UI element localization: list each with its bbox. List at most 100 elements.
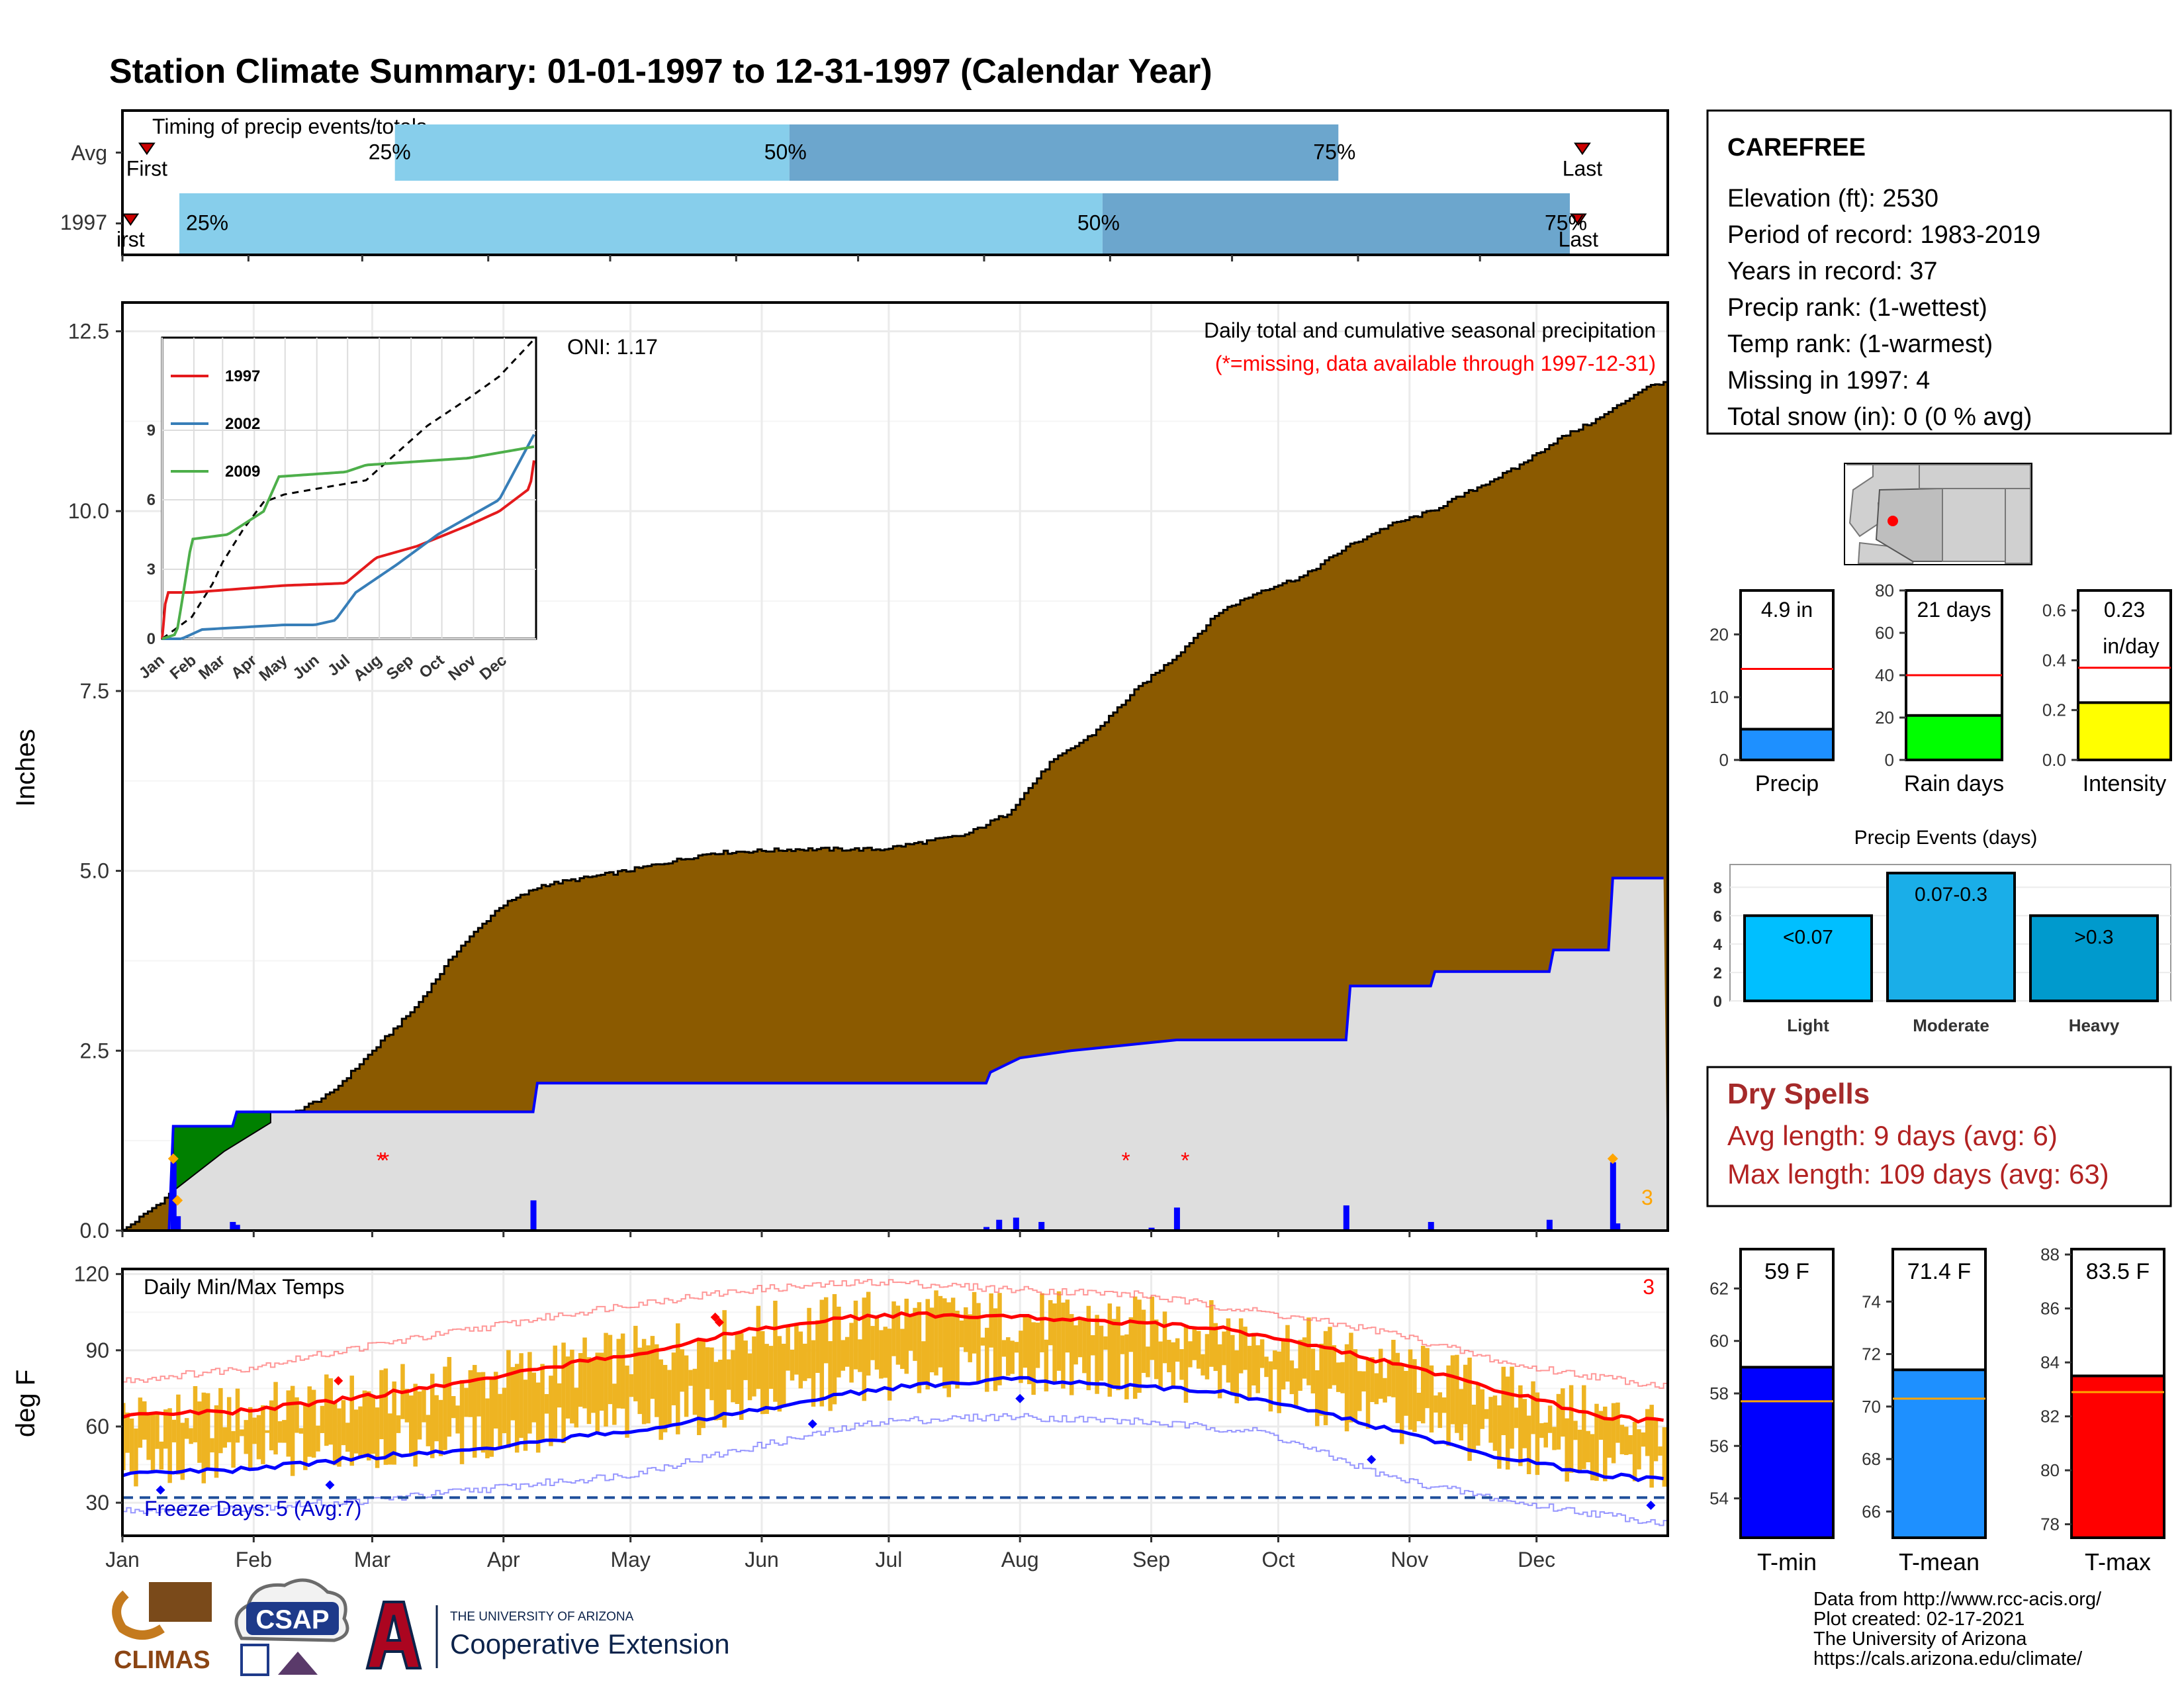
daily-temp-bar [332,1401,338,1466]
cumulative-average-line [122,876,1664,1232]
station-info-line: Total snow (in): 0 (0 % avg) [1727,403,2032,431]
daily-temp-bar [244,1420,249,1454]
daily-temp-bar [1226,1318,1231,1383]
footer-credit-line: The University of Arizona [1813,1628,2027,1650]
daily-temp-bar [282,1420,287,1443]
daily-temp-bar [1349,1333,1353,1423]
timing-row-avg-label: Avg [71,141,107,165]
daily-temp-bar [565,1356,570,1419]
timing-bar-q3 [789,124,1339,181]
daily-temp-bar [1378,1348,1383,1399]
events-title: Precip Events (days) [1854,827,2038,849]
daily-temp-bar [1543,1423,1548,1448]
daily-temp-bar [1281,1340,1286,1390]
mini-bar-Rain days [1905,714,2003,762]
daily-temp-bar [392,1381,396,1465]
daily-temp-bar [1370,1357,1375,1403]
precip-data: ** * * [121,381,1669,1232]
daily-temp-bar [676,1323,680,1434]
daily-temp-bar [155,1413,159,1449]
oni-label: ONI: 1.17 [567,335,658,359]
temp-bar-tick-label: 62 [1709,1278,1729,1298]
missing-day-marker: * [1181,1148,1189,1173]
precip-y-axis: 0.0 2.5 5.0 7.5 10.0 12.5 [68,319,1538,1243]
daily-temp-bar [1268,1361,1273,1412]
daily-temp-bar [1006,1337,1011,1376]
mini-bar-Precip [1739,727,1835,762]
inset-y-tick-label: 0 [147,630,156,648]
daily-temp-bar [1234,1350,1239,1403]
daily-temp-bar [891,1301,896,1356]
daily-temp-bar [938,1295,943,1368]
temp-y-tick-label: 120 [74,1262,109,1286]
inset-series-2009 [161,445,535,640]
daily-temp-bar [549,1376,553,1446]
daily-temp-bar [1433,1395,1438,1413]
events-bar-Moderate [1886,871,2016,1002]
station-info-line: Years in record: 37 [1727,258,1938,285]
daily-temp-bar [819,1299,825,1407]
daily-temp-bar [311,1389,316,1458]
daily-temp-bar [655,1344,659,1417]
daily-temp-bar [1238,1318,1244,1374]
temp-bar-value-label: 71.4 F [1907,1259,1971,1284]
precip-y-tick-label: 0.0 [80,1219,109,1243]
daily-temp-bar [722,1310,727,1428]
daily-temp-bar [261,1405,265,1464]
daily-temp-bar [718,1360,723,1421]
daily-temp-bar [883,1327,888,1378]
daily-temp-bar [756,1305,761,1389]
daily-temp-bar [256,1415,261,1460]
daily-temp-bar [1099,1325,1104,1381]
daily-temp-bar [1014,1342,1019,1353]
mini-bar-tick-label: 20 [1709,624,1729,644]
daily-temp-bar [578,1352,583,1407]
daily-temp-bar [764,1344,769,1414]
daily-temp-bar [823,1297,829,1364]
daily-temp-bar [1073,1325,1078,1365]
daily-temp-bar [1285,1325,1290,1382]
daily-temp-bar [705,1347,710,1389]
daily-temp-bar [240,1429,244,1436]
daily-temp-bar [743,1340,748,1380]
daily-temp-bar [701,1338,705,1429]
daily-temp-bar [641,1338,647,1425]
daily-temp-bar [231,1430,236,1468]
daily-temp-bar [1590,1434,1595,1481]
station-name: CAREFREE [1727,134,1866,162]
daily-temp-bar [1531,1381,1535,1434]
daily-temp-bar [760,1331,765,1415]
dry-spells-max: Max length: 109 days (avg: 63) [1727,1158,2109,1190]
daily-temp-bar [849,1323,854,1383]
daily-precip-bar [1038,1221,1045,1231]
daily-temp-bar [1031,1322,1036,1395]
daily-temp-bar [367,1391,371,1461]
precip-frame [121,301,1669,1232]
daily-temp-bar [1573,1421,1578,1440]
daily-temp-bar [409,1395,414,1454]
record-high-marker [710,1312,720,1322]
inset-series-1997 [161,460,535,639]
daily-temp-bar [1077,1319,1083,1358]
daily-temp-bar [1179,1349,1184,1380]
daily-temp-bar [134,1429,138,1487]
p75-label: 75% [1313,140,1355,164]
daily-temp-bar [1082,1320,1087,1374]
daily-temp-bar [447,1356,452,1437]
inset-legend: 1997 2002 2009 [171,367,260,481]
daily-temp-bar [1315,1370,1320,1427]
daily-temp-bar [328,1378,333,1445]
last-event-marker [1574,142,1591,156]
station-info-line: Temp rank: (1-warmest) [1727,330,1993,358]
climas-block [149,1582,212,1622]
mini-bar-tick-label: 0.2 [2042,700,2066,720]
daily-temp-bar [540,1364,545,1440]
precip-y-label: Inches [11,729,40,807]
mini-bar-tick-label: 80 [1875,581,1894,600]
daily-temp-bar [837,1306,841,1378]
daily-temp-bar [1459,1389,1464,1440]
daily-temp-bar [1429,1365,1434,1433]
daily-temp-bar [908,1314,913,1351]
events-tick-label: 4 [1713,936,1723,954]
daily-temp-bar [815,1320,820,1373]
